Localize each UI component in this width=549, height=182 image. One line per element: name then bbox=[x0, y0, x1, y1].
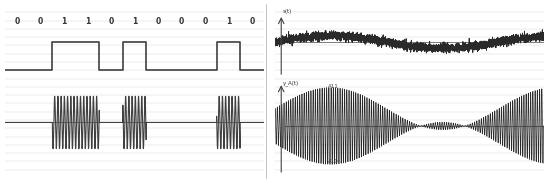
Text: A10: A10 bbox=[328, 159, 339, 164]
Text: y_A(t): y_A(t) bbox=[283, 80, 299, 86]
Text: s(t): s(t) bbox=[283, 9, 292, 14]
Text: A11: A11 bbox=[328, 84, 339, 88]
Text: 0: 0 bbox=[179, 17, 184, 26]
Text: 1: 1 bbox=[85, 17, 90, 26]
Text: 1: 1 bbox=[226, 17, 231, 26]
Text: 1: 1 bbox=[61, 17, 67, 26]
Text: 0: 0 bbox=[202, 17, 208, 26]
Text: 1: 1 bbox=[132, 17, 137, 26]
Text: 0: 0 bbox=[249, 17, 254, 26]
Text: 0: 0 bbox=[108, 17, 114, 26]
Text: 0: 0 bbox=[15, 17, 20, 26]
Text: 0: 0 bbox=[38, 17, 43, 26]
Text: 0: 0 bbox=[155, 17, 161, 26]
